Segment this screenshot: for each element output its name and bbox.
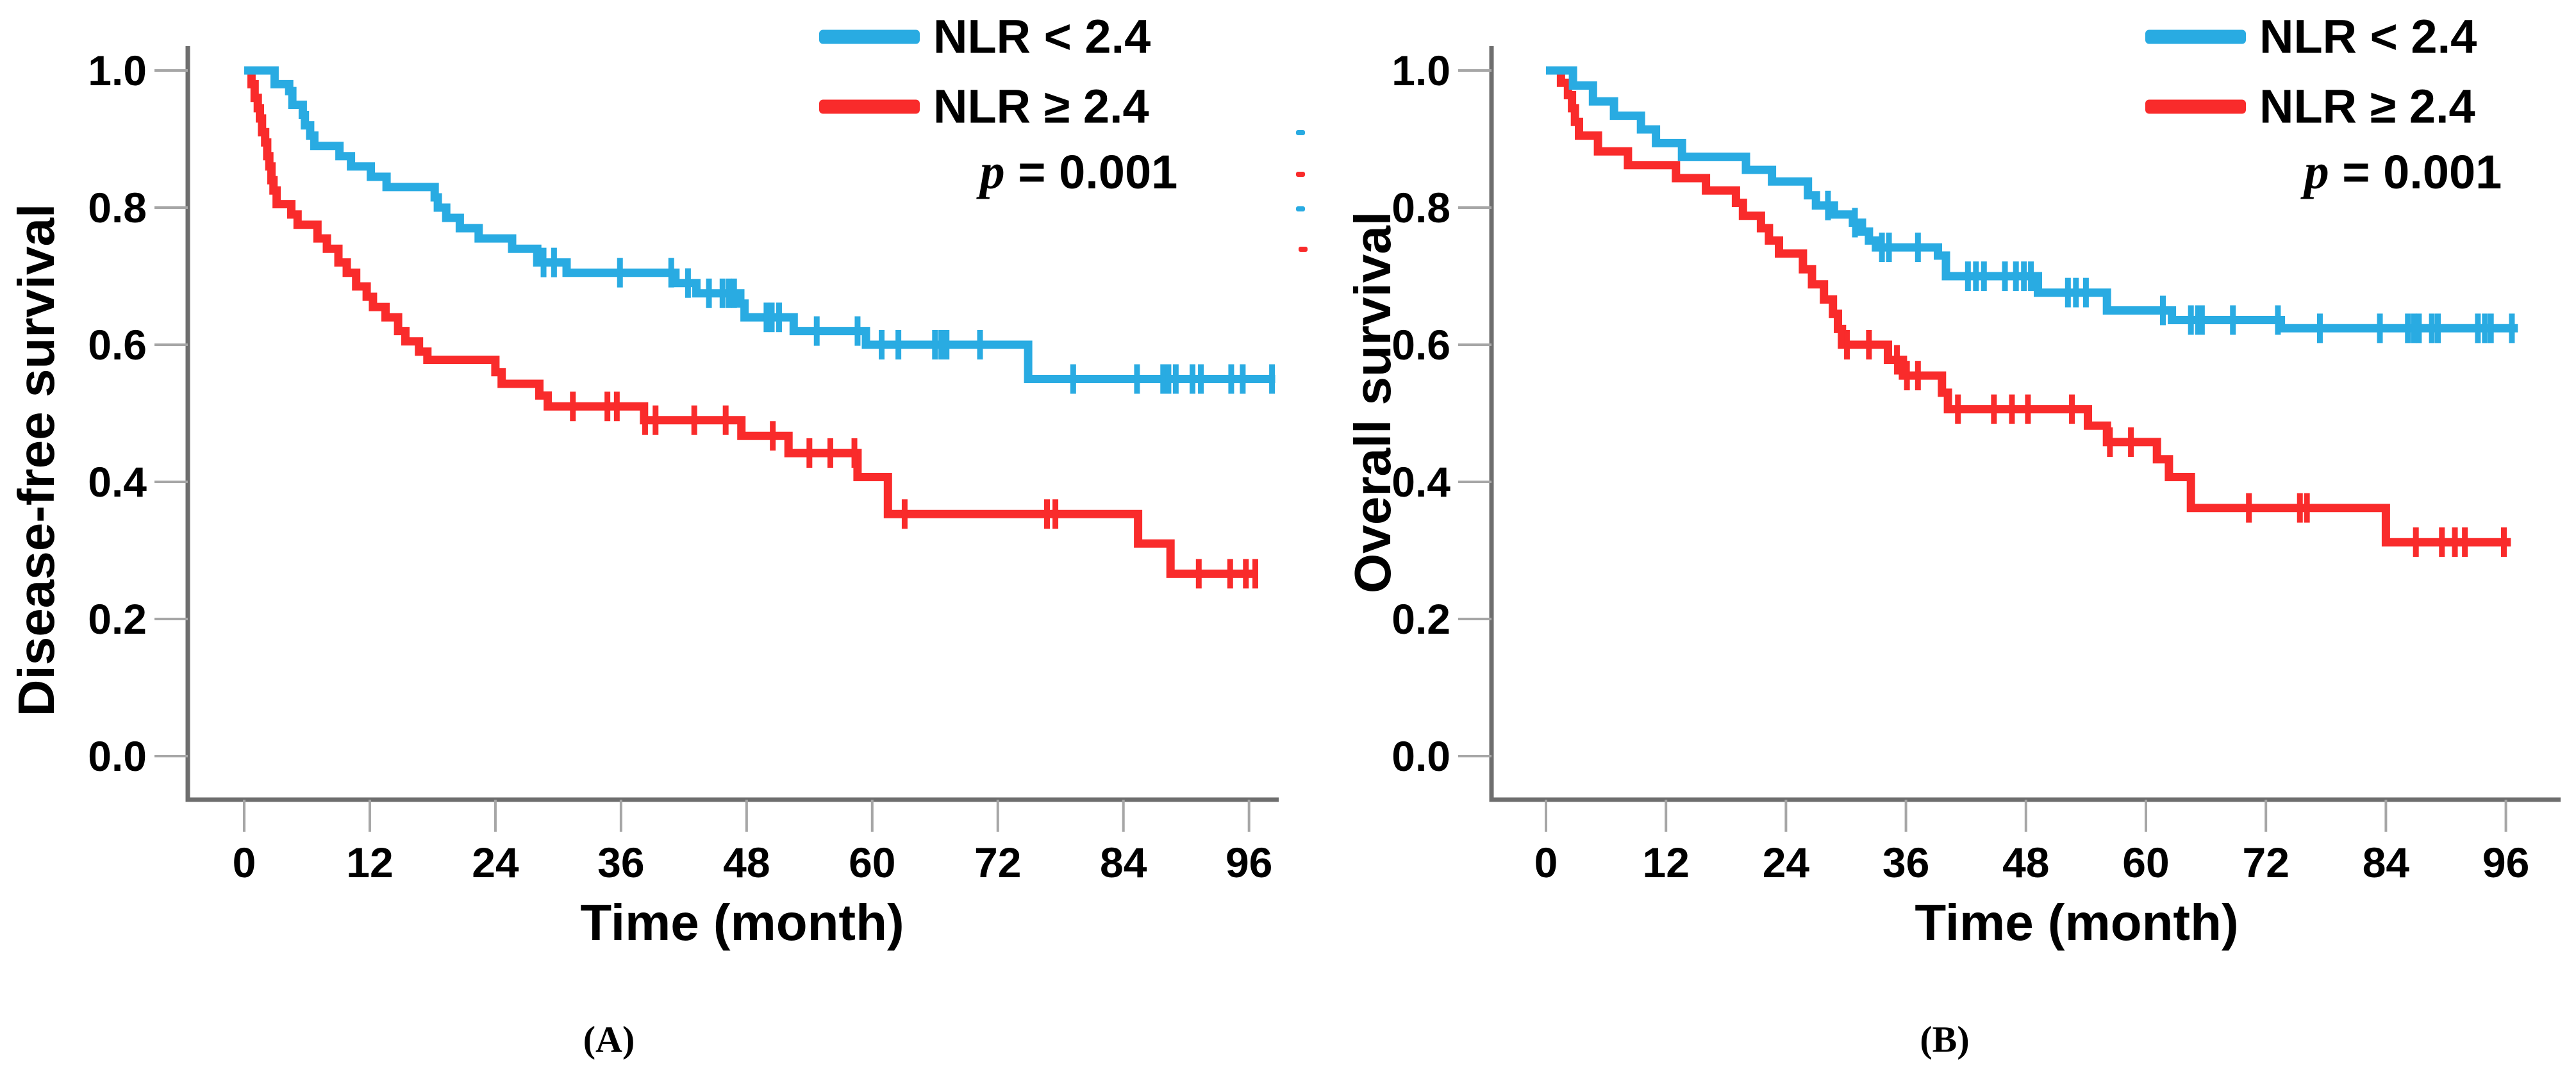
legend-line-swatch-red (2145, 99, 2246, 113)
panel-a-tag: (A) (583, 1018, 635, 1060)
x-tick-label: 96 (1226, 839, 1272, 886)
stray-mark (1296, 172, 1305, 177)
y-tick-label: 0.8 (1392, 184, 1450, 231)
km-curve-blue (1546, 66, 2518, 333)
stray-mark (1296, 206, 1305, 211)
y-tick-label: 1.0 (88, 47, 147, 94)
legend-line-swatch-red (819, 99, 920, 113)
panel-a-y-axis-title: Disease-free survival (8, 203, 65, 717)
x-tick-label: 84 (2363, 839, 2410, 886)
x-tick-label: 60 (2122, 839, 2169, 886)
x-tick-label: 72 (2242, 839, 2289, 886)
x-tick-label: 0 (233, 839, 256, 886)
x-tick-label: 96 (2482, 839, 2529, 886)
x-tick-label: 84 (1100, 839, 1147, 886)
x-tick-label: 36 (597, 839, 644, 886)
p-symbol: p (2304, 144, 2329, 199)
stray-mark (1296, 130, 1305, 135)
x-tick-label: 36 (1882, 839, 1929, 886)
panel-b-y-axis-title: Overall survival (1344, 211, 1401, 593)
x-tick-label: 24 (472, 839, 519, 886)
x-tick-label: 48 (723, 839, 770, 886)
panel-b-legend-item-nlr-low: NLR < 2.4 (2145, 10, 2477, 64)
p-value-text: = 0.001 (1004, 145, 1178, 199)
legend-label: NLR < 2.4 (933, 10, 1151, 63)
km-curve-blue (244, 66, 1276, 383)
y-tick-label: 0.8 (88, 184, 147, 231)
legend-label: NLR ≥ 2.4 (2259, 79, 2475, 133)
panel-b-x-axis-title: Time (month) (1915, 894, 2239, 951)
y-tick-label: 0.4 (1392, 458, 1450, 506)
x-tick-label: 12 (1642, 839, 1689, 886)
stray-mark (1299, 247, 1308, 252)
x-tick-label: 48 (2002, 839, 2049, 886)
km-curve-red (1546, 66, 2511, 547)
y-tick-label: 0.6 (1392, 321, 1450, 368)
panel-b-tag: (B) (1920, 1018, 1970, 1060)
panel-b-legend-item-nlr-high: NLR ≥ 2.4 (2145, 79, 2475, 134)
legend-label: NLR ≥ 2.4 (933, 79, 1149, 133)
y-tick-label: 0.4 (88, 458, 147, 506)
x-tick-label: 0 (1534, 839, 1558, 886)
y-tick-label: 0.6 (88, 321, 147, 368)
x-tick-label: 72 (974, 839, 1021, 886)
legend-line-swatch-blue (2145, 29, 2246, 44)
panel-a-legend-item-nlr-low: NLR < 2.4 (819, 10, 1151, 64)
panel-a-legend-item-nlr-high: NLR ≥ 2.4 (819, 79, 1149, 134)
p-symbol: p (979, 144, 1005, 199)
y-tick-label: 0.2 (1392, 595, 1450, 643)
legend-line-swatch-blue (819, 29, 920, 44)
p-value-text: = 0.001 (2329, 145, 2502, 199)
x-tick-label: 60 (849, 839, 895, 886)
legend-label: NLR < 2.4 (2259, 10, 2477, 63)
panel-b-p-value: p = 0.001 (2304, 143, 2502, 201)
x-tick-label: 24 (1763, 839, 1810, 886)
x-tick-label: 12 (346, 839, 393, 886)
panel-a-p-value: p = 0.001 (980, 143, 1178, 201)
y-tick-label: 0.0 (88, 732, 147, 780)
panel-a-x-axis-title: Time (month) (580, 894, 904, 951)
y-tick-label: 1.0 (1392, 47, 1450, 94)
y-tick-label: 0.2 (88, 595, 147, 643)
y-tick-label: 0.0 (1392, 732, 1450, 780)
